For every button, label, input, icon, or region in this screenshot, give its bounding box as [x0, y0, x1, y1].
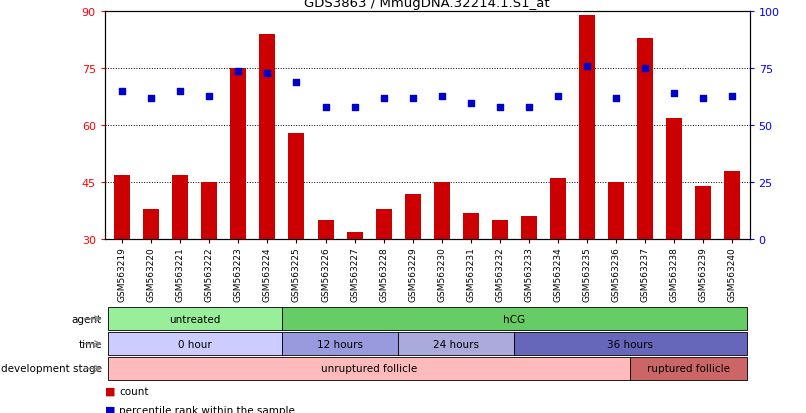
Bar — [405, 194, 421, 240]
Bar — [108, 357, 630, 380]
Text: time: time — [78, 339, 102, 349]
Point — [580, 64, 593, 70]
Text: hCG: hCG — [503, 314, 526, 324]
Bar — [260, 35, 276, 240]
Bar — [289, 133, 305, 240]
Bar — [108, 308, 282, 330]
Bar — [143, 209, 160, 240]
Point — [667, 91, 680, 97]
Text: ■: ■ — [105, 405, 115, 413]
Point — [348, 104, 361, 111]
Bar — [172, 175, 189, 240]
Bar — [579, 16, 595, 240]
Text: 12 hours: 12 hours — [317, 339, 363, 349]
Bar — [550, 179, 566, 240]
Text: untreated: untreated — [169, 314, 221, 324]
Text: development stage: development stage — [1, 363, 102, 374]
Bar — [637, 39, 653, 240]
Bar — [492, 221, 508, 240]
Bar — [231, 69, 247, 240]
Text: 36 hours: 36 hours — [608, 339, 654, 349]
Bar — [724, 171, 740, 240]
Point — [406, 95, 419, 102]
Point — [145, 95, 158, 102]
Point — [725, 93, 738, 100]
Point — [261, 70, 274, 77]
Text: count: count — [119, 386, 149, 396]
Bar — [434, 183, 450, 240]
Point — [319, 104, 332, 111]
Bar — [398, 332, 514, 355]
Bar — [282, 308, 746, 330]
Bar — [666, 119, 682, 240]
Bar — [114, 175, 131, 240]
Point — [377, 95, 390, 102]
Bar — [463, 213, 479, 240]
Point — [493, 104, 506, 111]
Point — [116, 89, 129, 95]
Text: agent: agent — [72, 314, 102, 324]
Point — [232, 68, 245, 75]
Point — [435, 93, 448, 100]
Point — [174, 89, 187, 95]
Bar — [376, 209, 392, 240]
Text: 24 hours: 24 hours — [434, 339, 480, 349]
Bar — [630, 357, 746, 380]
Bar — [282, 332, 398, 355]
Text: 0 hour: 0 hour — [178, 339, 212, 349]
Bar — [202, 183, 218, 240]
Bar — [347, 232, 363, 240]
Point — [551, 93, 564, 100]
Bar — [608, 183, 624, 240]
Point — [609, 95, 622, 102]
Text: unruptured follicle: unruptured follicle — [321, 363, 418, 374]
Bar — [318, 221, 334, 240]
Point — [290, 79, 303, 86]
Bar — [695, 187, 711, 240]
Text: percentile rank within the sample: percentile rank within the sample — [119, 405, 295, 413]
Point — [203, 93, 216, 100]
Bar — [521, 217, 537, 240]
Text: ruptured follicle: ruptured follicle — [647, 363, 730, 374]
Point — [696, 95, 709, 102]
Title: GDS3863 / MmugDNA.32214.1.S1_at: GDS3863 / MmugDNA.32214.1.S1_at — [305, 0, 550, 10]
Point — [522, 104, 535, 111]
Text: ■: ■ — [105, 386, 115, 396]
Point — [464, 100, 477, 107]
Bar — [108, 332, 282, 355]
Point — [638, 66, 651, 73]
Bar — [514, 332, 746, 355]
